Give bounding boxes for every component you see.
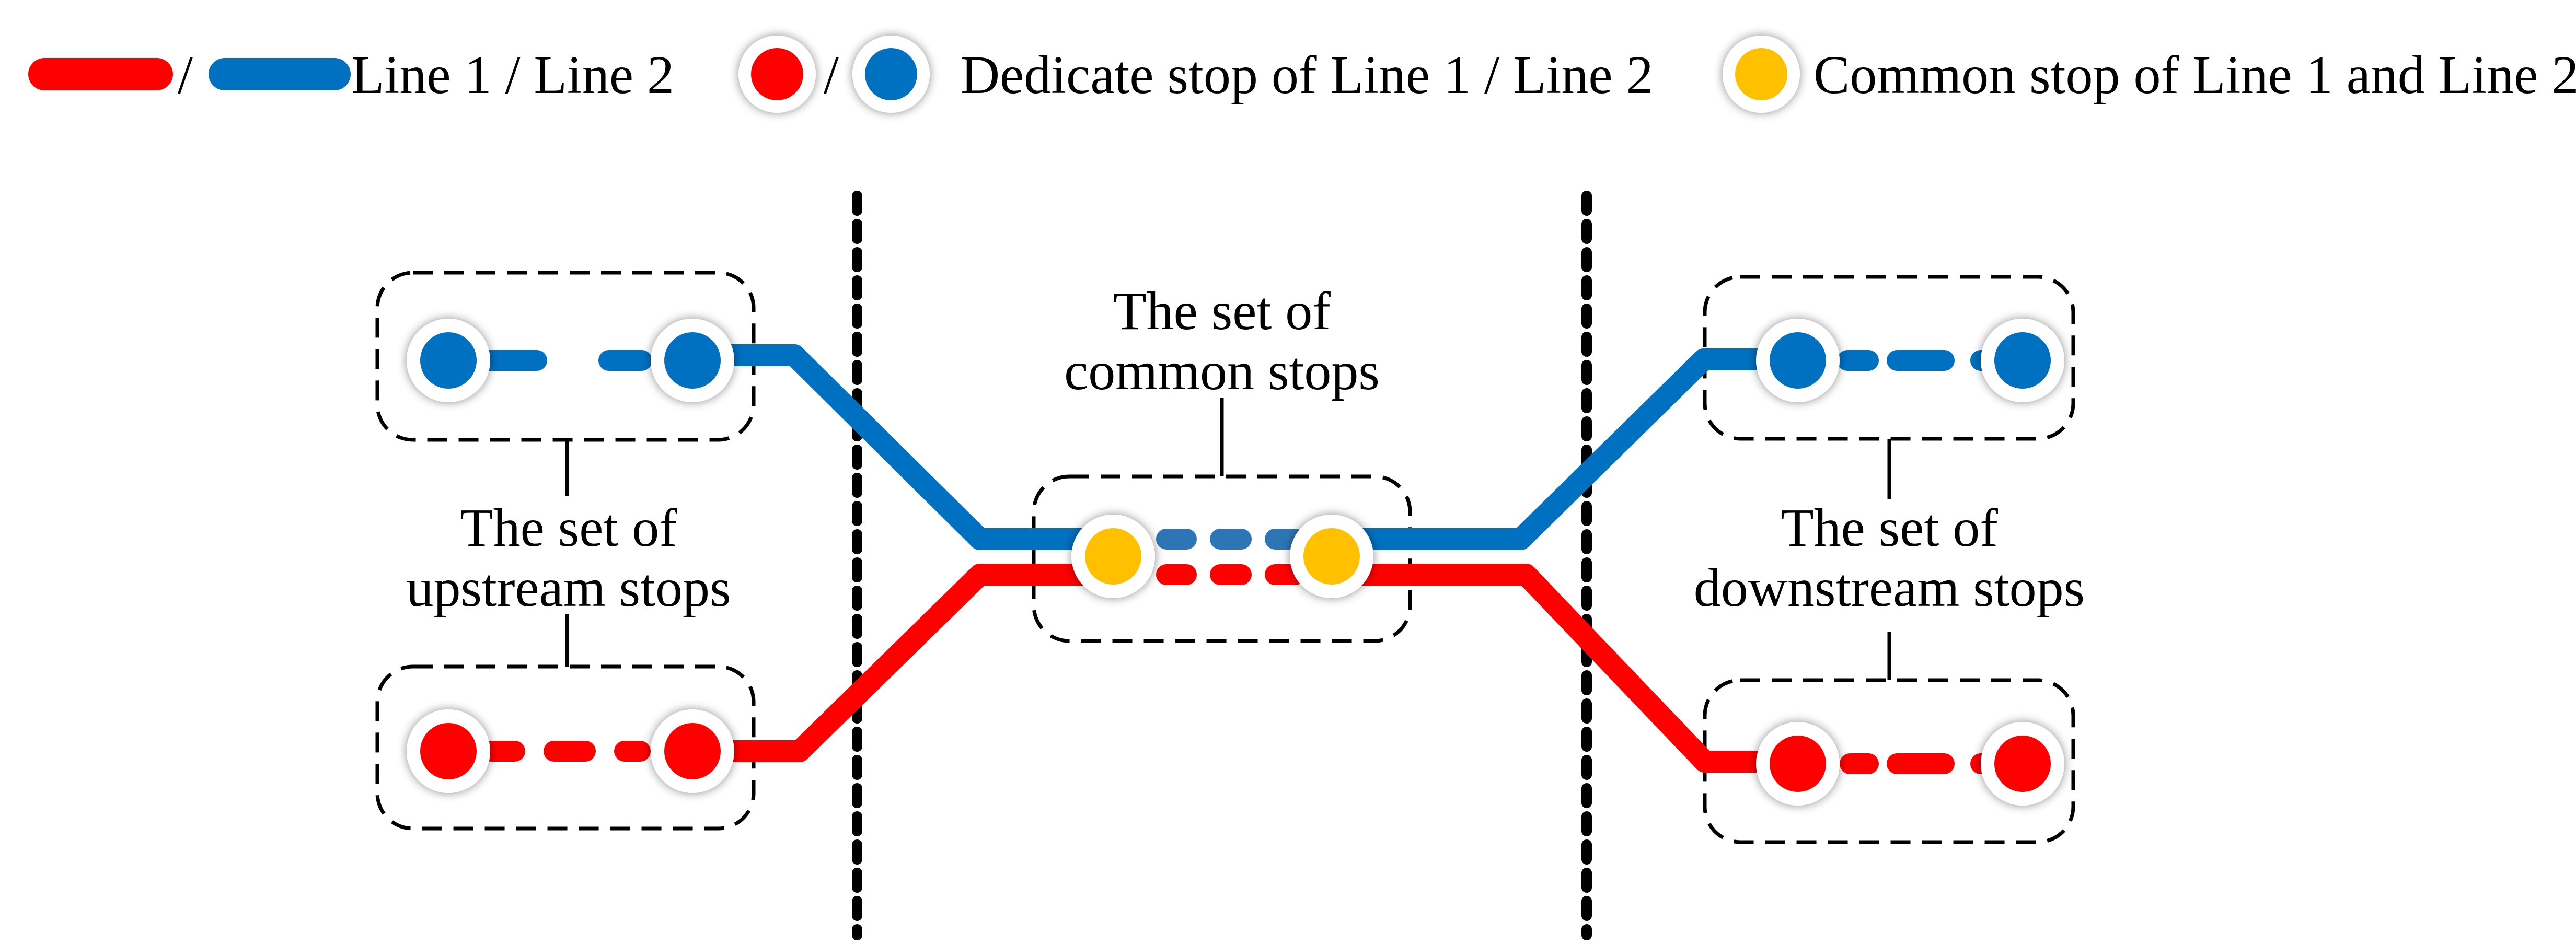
legend-slash-stops: / — [824, 45, 839, 105]
common-label: The set of common stops — [1064, 281, 1380, 401]
downstream-label-line2: downstream stops — [1694, 558, 2085, 618]
line1-route-downstream — [1332, 564, 1798, 773]
upstream-line2-stop-1 — [420, 332, 477, 389]
line2-route-upstream — [692, 344, 1113, 550]
line1-route-upstream — [692, 564, 1113, 762]
legend-slash-lines: / — [178, 45, 193, 105]
common-label-line2: common stops — [1064, 341, 1380, 401]
upstream-label: The set of upstream stops — [406, 498, 731, 618]
upstream-line1-stop-2 — [664, 723, 721, 779]
legend-dedicated-label: Dedicate stop of Line 1 / Line 2 — [961, 45, 1654, 105]
legend-common-label: Common stop of Line 1 and Line 2 — [1813, 45, 2576, 105]
upstream-label-line1: The set of — [460, 498, 677, 558]
upstream-line2-stop-2 — [664, 332, 721, 389]
upstream-label-line2: upstream stops — [406, 558, 731, 618]
upstream-line1-stop-1 — [420, 723, 477, 779]
legend-lines-label: Line 1 / Line 2 — [351, 45, 674, 105]
common-label-line1: The set of — [1113, 281, 1331, 341]
downstream-label-line1: The set of — [1781, 498, 1998, 558]
downstream-label: The set of downstream stops — [1694, 498, 2085, 618]
downstream-line2-stop-2 — [1994, 332, 2051, 389]
common-stop-2 — [1303, 528, 1360, 585]
upstream-line1-stops-box — [375, 664, 756, 831]
common-stop-1 — [1085, 528, 1141, 585]
downstream-line1-stop-1 — [1770, 736, 1826, 792]
downstream-line2-stop-1 — [1770, 332, 1826, 389]
legend: / Line 1 / Line 2 / Dedicate stop of Lin… — [28, 36, 2576, 113]
line2-route-downstream — [1332, 348, 1798, 550]
common-stops-box — [1032, 474, 1412, 643]
downstream-line1-stop-2 — [1994, 736, 2051, 792]
